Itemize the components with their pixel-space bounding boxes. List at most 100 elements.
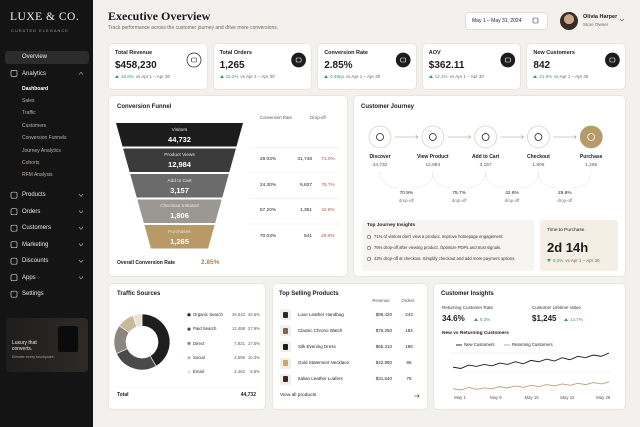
change-arrow [324, 75, 329, 79]
product-revenue: $76,250 [375, 327, 392, 333]
journey-drop-label: drop-off [504, 198, 520, 203]
date-range[interactable]: May 1 – May 31, 2024 [472, 17, 522, 24]
funnel-col: Conversion Rate [259, 115, 293, 120]
nav-subitem[interactable]: Journey Analytics [22, 147, 61, 154]
nav-subitem[interactable]: Conversion Funnels [22, 135, 67, 142]
change-value: 21.8% [539, 74, 553, 79]
journey-step-name: Discover [369, 154, 391, 160]
kpi-value: $362.11 [428, 60, 465, 71]
insights-box [362, 220, 534, 271]
journey-step-name: Add to Cart [471, 154, 500, 160]
kpi-change: 12.1% vs Apr 1 – Apr 30 [428, 74, 484, 80]
funnel-dropoff-pct: 29.9% [321, 233, 335, 239]
journey-step-count: 44,732 [372, 163, 388, 168]
ci-metric-value: 34.6% [442, 314, 465, 323]
funnel-stage-name: Purchases [168, 229, 191, 235]
nav-item[interactable]: Analytics [22, 70, 47, 77]
traffic-visits: 19,542 [231, 312, 245, 317]
product-revenue: $65,310 [375, 343, 392, 349]
traffic-source-name: Direct [193, 340, 205, 346]
product-name: Luxe Leather Handbag [298, 311, 344, 317]
journey-drop-label: drop-off [557, 198, 573, 203]
journey-drop-label: drop-off [451, 198, 467, 203]
nav-item[interactable]: Customers [22, 225, 52, 232]
nav-active [5, 50, 89, 64]
time-label: Time to Purchase [547, 228, 585, 233]
time-comparison: vs Apr 1 – Apr 30 [565, 258, 600, 263]
change-arrow [533, 75, 538, 79]
journey-step-count: 3,157 [479, 163, 492, 168]
kpi-comparison: vs Apr 1 – Apr 30 [449, 74, 484, 79]
ci-legend-label: New Customers [464, 341, 495, 347]
nav-item[interactable]: Products [22, 192, 46, 199]
kpi-change: 16.6% vs Apr 1 – Apr 30 [115, 74, 170, 80]
change-arrow [428, 75, 433, 79]
promo-title: Luxury that converts. [12, 340, 37, 352]
traffic-share: 5.5% [250, 369, 260, 375]
journey-step-count: 1,265 [585, 163, 598, 168]
ci-x-label: May 29 [596, 395, 611, 400]
journey-step-name: View Product [417, 154, 449, 160]
nav-item[interactable]: Settings [22, 291, 44, 298]
change-value: 9.3% [553, 258, 564, 263]
funnel-stage-name: Add to Cart [167, 178, 192, 184]
change-value: 15.2% [225, 74, 239, 79]
traffic-source-name: Paid Search [193, 326, 217, 332]
products-link[interactable]: View all products [280, 393, 317, 398]
kpi-label: AOV [428, 50, 441, 56]
date-picker [465, 12, 548, 30]
traffic-visits: 4,586 [234, 354, 245, 360]
kpi-value: 2.85% [324, 60, 353, 71]
ci-metric-value: $1,245 [532, 314, 557, 323]
kpi-value: 1,265 [219, 60, 245, 71]
nav-subitem[interactable]: Dashboard [22, 85, 49, 92]
kpi-change: 15.2% vs Apr 1 – Apr 30 [219, 74, 275, 80]
nav-subitem[interactable]: Customers [22, 122, 47, 129]
kpi-comparison: vs Apr 1 – Apr 30 [345, 74, 381, 79]
nav-item[interactable]: Discounts [22, 258, 49, 265]
nav-subitem[interactable]: RFM Analysis [22, 172, 53, 179]
avatar [560, 12, 578, 30]
funnel-dropoff: 1,351 [299, 208, 312, 214]
nav-subitem[interactable]: Cohorts [22, 159, 40, 166]
journey-drop-value: 70.9% [399, 191, 414, 196]
nav-item[interactable]: Marketing [22, 241, 49, 248]
funnel-rate: 24.30% [259, 182, 277, 188]
nav-subitem[interactable]: Sales [22, 97, 35, 104]
funnel-stage-name: Visitors [171, 127, 188, 133]
product-orders: 96 [406, 360, 412, 366]
product-thumb-item [283, 376, 288, 383]
brand: LUXE & CO. [10, 11, 80, 23]
product-thumb-item [283, 360, 288, 367]
funnel-dropoff-pct: 42.8% [321, 208, 335, 214]
time-change: 9.3% vs Apr 1 – Apr 30 [547, 258, 600, 264]
funnel-dropoff-pct: 71.0% [321, 157, 335, 163]
products-col: Revenue [372, 298, 390, 303]
nav-item[interactable]: Orders [22, 208, 41, 215]
journey-step-count: 12,984 [425, 163, 441, 168]
nav-subitem[interactable]: Traffic [22, 110, 36, 117]
funnel-overall-label: Overall Conversion Rate [117, 260, 176, 266]
journey-drop-value: 75.7% [452, 191, 466, 196]
ci-x-label: May 15 [524, 395, 539, 400]
funnel-rate: 70.03% [259, 233, 277, 239]
product-revenue: $98,420 [375, 311, 392, 317]
funnel-stage-count: 3,157 [170, 185, 189, 195]
product-orders: 196 [405, 343, 413, 349]
tagline: CURATED ELEGANCE [11, 28, 69, 33]
ci-x-label: May 22 [560, 395, 575, 400]
products-col: Orders [401, 298, 415, 303]
nav-item[interactable]: Apps [22, 274, 36, 281]
kpi-change: 21.8% vs Apr 1 – Apr 30 [533, 74, 588, 80]
traffic-card [108, 283, 266, 410]
traffic-total-label: Total [117, 392, 129, 398]
change-arrow [564, 317, 568, 321]
traffic-source-name: Organic Search [193, 312, 223, 317]
ci-metric-label: Returning Customer Rate [442, 305, 494, 310]
journey-step-count: 1,806 [532, 163, 545, 168]
product-orders: 78 [406, 376, 412, 382]
kpi-value: $458,230 [115, 60, 157, 71]
kpi-comparison: vs Apr 1 – Apr 30 [240, 74, 275, 79]
nav-item[interactable]: Overview [22, 54, 48, 60]
